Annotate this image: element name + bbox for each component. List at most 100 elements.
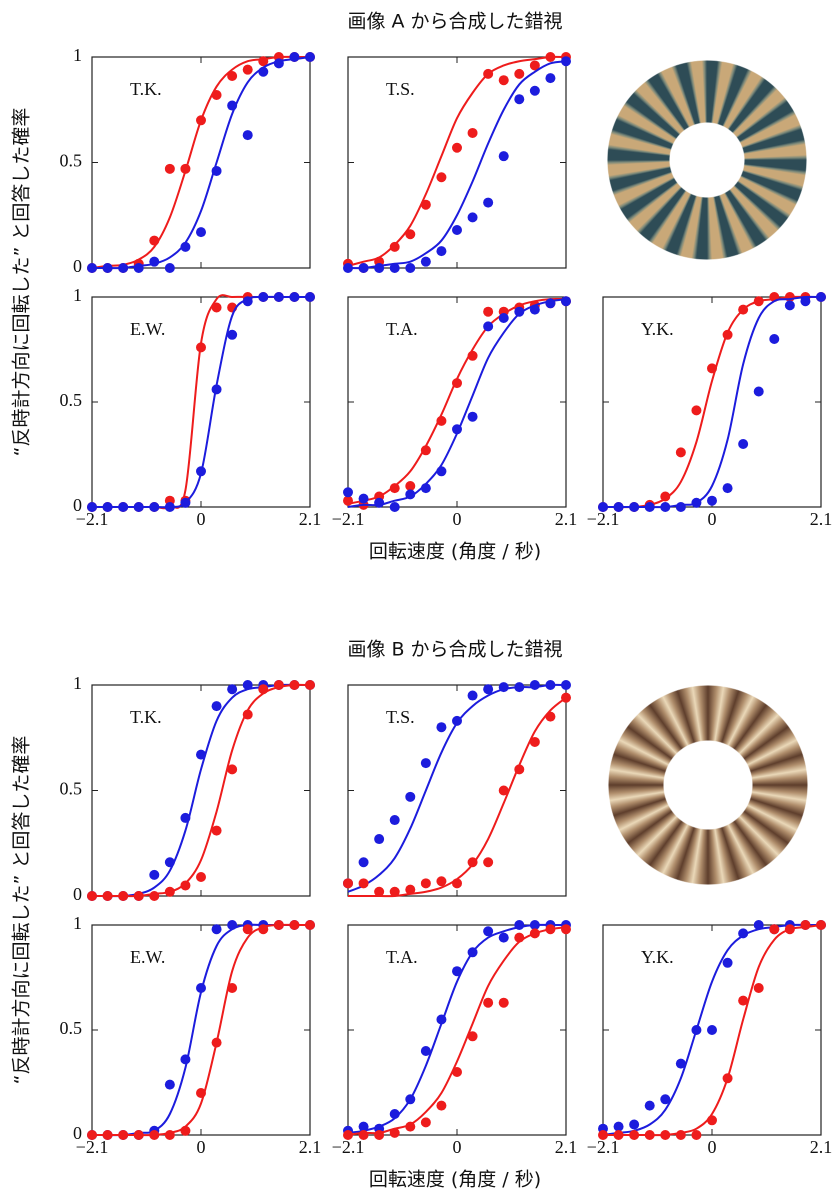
data-point <box>227 71 237 81</box>
data-point <box>390 1128 400 1138</box>
data-point <box>499 151 509 161</box>
data-point <box>103 1130 113 1140</box>
data-point <box>212 303 222 313</box>
data-point <box>691 498 701 508</box>
data-point <box>785 300 795 310</box>
data-point <box>359 857 369 867</box>
x-tick-label: 0 <box>453 1137 462 1157</box>
data-point <box>227 983 237 993</box>
data-point <box>196 466 206 476</box>
data-point <box>676 1059 686 1069</box>
data-point <box>452 378 462 388</box>
data-point <box>343 878 353 888</box>
data-point <box>87 263 97 273</box>
data-point <box>614 502 624 512</box>
data-point <box>87 891 97 901</box>
fit-curve <box>92 685 310 896</box>
data-point <box>165 1130 175 1140</box>
data-point <box>180 164 190 174</box>
data-point <box>468 412 478 422</box>
data-point <box>149 236 159 246</box>
data-point <box>707 496 717 506</box>
data-point <box>258 292 268 302</box>
fit-curve <box>348 299 566 507</box>
data-point <box>676 1130 686 1140</box>
data-point <box>149 502 159 512</box>
data-point <box>118 1130 128 1140</box>
x-axis-label: 回転速度 (角度 / 秒) <box>369 541 541 563</box>
data-point <box>545 680 555 690</box>
data-point <box>754 920 764 930</box>
data-point <box>452 878 462 888</box>
data-point <box>405 229 415 239</box>
data-point <box>212 166 222 176</box>
x-tick-label: −2.1 <box>76 509 109 529</box>
panel-label: Y.K. <box>641 947 674 967</box>
data-point <box>180 498 190 508</box>
data-point <box>691 1130 701 1140</box>
data-point <box>499 682 509 692</box>
data-point <box>196 342 206 352</box>
data-point <box>483 684 493 694</box>
data-point <box>149 891 159 901</box>
data-point <box>118 891 128 901</box>
x-tick-label: −2.1 <box>587 509 620 529</box>
data-point <box>468 947 478 957</box>
data-point <box>274 680 284 690</box>
data-point <box>561 296 571 306</box>
data-point <box>468 691 478 701</box>
y-tick-label: 0 <box>73 884 82 904</box>
data-point <box>483 857 493 867</box>
panel-label: T.K. <box>130 707 162 727</box>
data-point <box>754 296 764 306</box>
data-point <box>374 498 384 508</box>
panel-label: T.S. <box>386 707 415 727</box>
fit-curve <box>92 685 310 896</box>
data-point <box>118 263 128 273</box>
data-point <box>165 263 175 273</box>
data-point <box>754 387 764 397</box>
data-point <box>212 924 222 934</box>
x-tick-label: 2.1 <box>810 1137 832 1157</box>
data-point <box>660 502 670 512</box>
data-point <box>196 750 206 760</box>
data-point <box>436 1015 446 1025</box>
data-point <box>514 69 524 79</box>
data-point <box>645 502 655 512</box>
data-point <box>598 502 608 512</box>
data-point <box>468 857 478 867</box>
data-point <box>274 58 284 68</box>
fit-curve <box>92 925 310 1135</box>
data-point <box>103 502 113 512</box>
data-point <box>769 924 779 934</box>
data-point <box>483 926 493 936</box>
data-point <box>243 296 253 306</box>
data-point <box>289 292 299 302</box>
data-point <box>561 693 571 703</box>
x-tick-label: 0 <box>708 509 717 529</box>
data-point <box>274 920 284 930</box>
data-point <box>305 920 315 930</box>
x-tick-label: 2.1 <box>810 509 832 529</box>
data-point <box>165 887 175 897</box>
data-point <box>405 1122 415 1132</box>
x-tick-label: 0 <box>453 509 462 529</box>
data-point <box>103 891 113 901</box>
data-point <box>800 296 810 306</box>
data-point <box>374 834 384 844</box>
data-point <box>405 792 415 802</box>
data-point <box>561 680 571 690</box>
data-point <box>421 483 431 493</box>
data-point <box>561 56 571 66</box>
data-point <box>212 384 222 394</box>
data-point <box>227 684 237 694</box>
x-tick-label: −2.1 <box>332 509 365 529</box>
data-point <box>227 101 237 111</box>
data-point <box>483 198 493 208</box>
data-point <box>468 351 478 361</box>
y-tick-label: 1 <box>73 913 82 933</box>
data-point <box>305 292 315 302</box>
data-point <box>258 924 268 934</box>
data-point <box>134 263 144 273</box>
data-point <box>421 257 431 267</box>
